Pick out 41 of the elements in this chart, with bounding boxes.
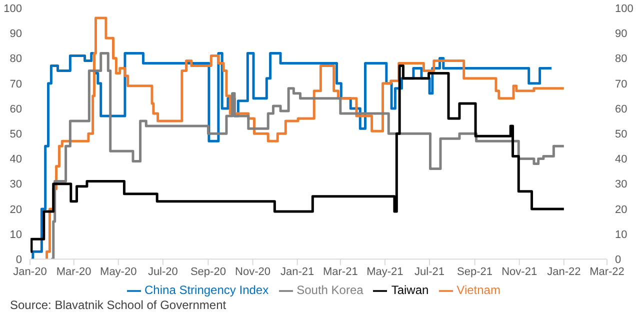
- y2-tick-label: 30: [615, 178, 628, 191]
- y-tick-label: 70: [10, 78, 22, 90]
- x-tick-label: Sep-20: [190, 266, 226, 278]
- y2-tick-label: 90: [615, 28, 628, 40]
- x-tick-label: May-20: [100, 266, 137, 278]
- y2-tick-label: 70: [615, 78, 628, 90]
- y-tick-label: 50: [10, 128, 22, 140]
- x-tick-label: Jan-22: [547, 266, 581, 278]
- x-tick-label: Jan-20: [13, 266, 47, 278]
- y2-tick-label: 40: [615, 154, 628, 166]
- y2-tick-label: 80: [615, 53, 628, 66]
- y-tick-label: 10: [10, 228, 22, 241]
- x-tick-label: Jan-21: [280, 266, 314, 278]
- y2-tick-label: 20: [615, 204, 628, 216]
- legend-label: China Stringency Index: [144, 283, 269, 298]
- x-tick-label: Mar-22: [590, 266, 624, 278]
- y2-tick-label: 0: [615, 254, 622, 266]
- y-tick-label: 30: [10, 178, 22, 191]
- x-tick-label: Jul-21: [414, 266, 444, 278]
- y2-tick-label: 60: [615, 103, 628, 116]
- y-tick-label: 60: [10, 103, 22, 116]
- source-note: Source: Blavatnik School of Government: [10, 298, 226, 312]
- y2-tick-label: 50: [615, 128, 628, 140]
- y-tick-label: 20: [10, 204, 22, 216]
- x-tick-label: Nov-20: [235, 266, 270, 278]
- y-tick-label: 40: [10, 154, 22, 166]
- y-tick-label: 90: [10, 28, 22, 40]
- y-tick-label: 100: [4, 2, 22, 15]
- y2-tick-label: 10: [615, 228, 628, 241]
- x-tick-label: Mar-21: [322, 266, 358, 278]
- y2-tick-label: 100: [615, 2, 634, 15]
- y-tick-label: 80: [10, 53, 22, 66]
- legend-label: Taiwan: [391, 283, 429, 298]
- x-tick-label: Sep-21: [457, 266, 493, 278]
- x-tick-label: May-21: [366, 266, 404, 278]
- y-tick-label: 0: [16, 254, 22, 266]
- legend-label: Vietnam: [456, 283, 500, 298]
- legend-label: South Korea: [296, 283, 364, 298]
- x-tick-label: Jul-20: [148, 266, 178, 278]
- x-tick-label: Nov-21: [502, 266, 538, 278]
- x-tick-label: Mar-20: [56, 266, 92, 278]
